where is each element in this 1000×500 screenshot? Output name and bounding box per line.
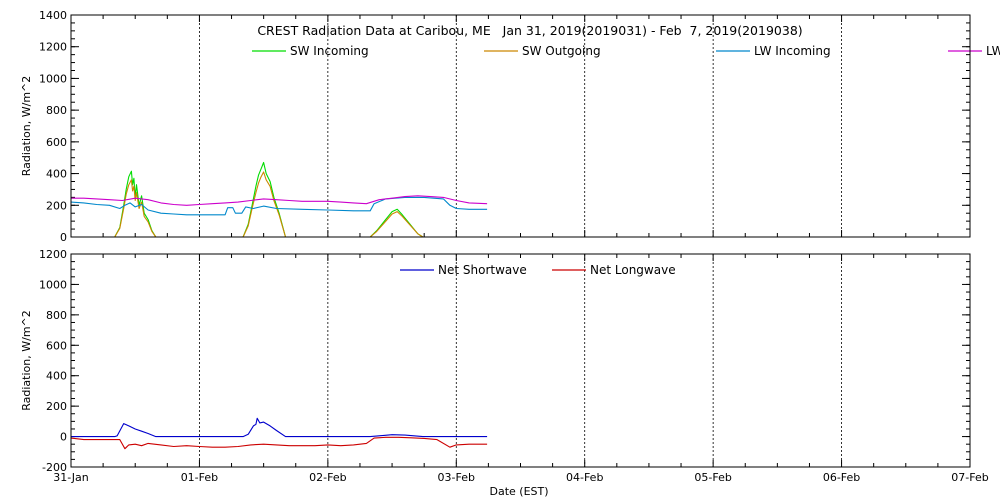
- x-tick-label: 06-Feb: [823, 471, 860, 484]
- y-tick-label: 1200: [39, 41, 67, 54]
- y-axis-title: Radiation, W/m^2: [20, 310, 33, 411]
- series-line: [71, 417, 488, 438]
- chart-title: CREST Radiation Data at Caribou, ME Jan …: [257, 23, 802, 38]
- x-tick-label: 03-Feb: [438, 471, 475, 484]
- x-tick-label: 01-Feb: [181, 471, 218, 484]
- legend-label: LW Outgoing: [986, 44, 1000, 58]
- series-line: [71, 195, 488, 206]
- y-tick-label: 800: [46, 309, 67, 322]
- top-panel: 0 200 400 600 800 1000 1200 1400 SW Incoming SW O…: [20, 9, 1000, 244]
- y-tick-label: 400: [46, 370, 67, 383]
- x-tick-label: 02-Feb: [309, 471, 346, 484]
- y-tick-label: -200: [42, 461, 67, 474]
- x-tick-label: 07-Feb: [951, 471, 988, 484]
- y-tick-label: 600: [46, 136, 67, 149]
- legend-label: Net Shortwave: [438, 263, 527, 277]
- x-axis-title: Date (EST): [489, 485, 548, 498]
- x-tick-label: 31-Jan: [53, 471, 89, 484]
- y-tick-label: 200: [46, 400, 67, 413]
- legend-label: Net Longwave: [590, 263, 676, 277]
- series-line: [114, 161, 424, 238]
- plot-frame: [70, 253, 971, 468]
- series-line: [70, 436, 488, 450]
- y-tick-label: 1400: [39, 9, 67, 22]
- y-tick-label: 400: [46, 168, 67, 181]
- y-tick-label: 600: [46, 339, 67, 352]
- y-tick-label: 0: [60, 431, 67, 444]
- y-tick-label: 1000: [39, 278, 67, 291]
- x-tick-label: 05-Feb: [694, 471, 731, 484]
- y-tick-label: 200: [46, 199, 67, 212]
- y-tick-label: 0: [60, 231, 67, 244]
- legend-label: SW Incoming: [290, 44, 369, 58]
- plot-frame: [70, 14, 971, 238]
- y-tick-label: 1200: [39, 248, 67, 261]
- x-tick-label: 04-Feb: [566, 471, 603, 484]
- legend-label: SW Outgoing: [522, 44, 601, 58]
- series-line: [114, 171, 424, 238]
- y-tick-label: 800: [46, 104, 67, 117]
- legend-label: LW Incoming: [754, 44, 831, 58]
- y-axis-title: Radiation, W/m^2: [20, 76, 33, 177]
- y-tick-label: 1000: [39, 72, 67, 85]
- bottom-panel: -200 0 200 400 600 800 1000 1200 Net Shortwave Ne…: [20, 248, 989, 484]
- series-line: [70, 196, 488, 216]
